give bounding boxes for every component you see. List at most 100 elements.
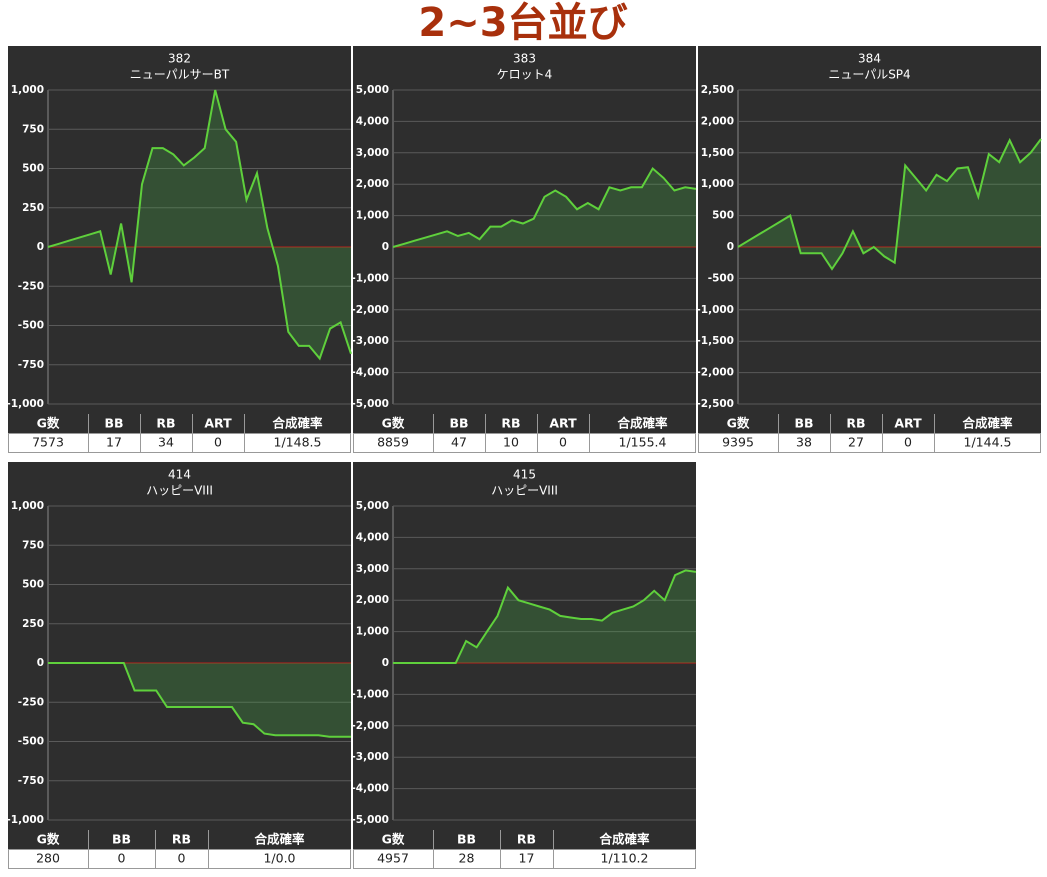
table-row-bg (353, 433, 696, 453)
table-row-bg (8, 849, 351, 869)
area-fill (48, 90, 351, 359)
y-tick-label: 1,000 (356, 626, 389, 638)
table-header: BB (457, 832, 476, 847)
y-tick-label: 0 (727, 241, 734, 253)
table-cell: 47 (451, 435, 467, 450)
table-header-bg (8, 830, 351, 849)
table-header: RB (846, 416, 865, 431)
y-tick-label: 0 (37, 241, 44, 253)
table-header: 合成確率 (617, 416, 668, 431)
panel-background (8, 46, 351, 414)
y-tick-label: 4,000 (356, 531, 389, 543)
table-row-bg (353, 849, 696, 869)
table-header: RB (517, 832, 536, 847)
y-tick-label: 2,000 (356, 178, 389, 190)
y-tick-label: -250 (18, 696, 44, 708)
panel-background (353, 46, 696, 414)
y-tick-label: 2,000 (356, 594, 389, 606)
chart-subtitle: ハッピーVIII (491, 484, 558, 498)
chart-title: 383 (513, 52, 536, 66)
table-header: G数 (37, 416, 60, 431)
chart-title: 415 (513, 468, 536, 482)
table-header-bg (8, 414, 351, 433)
y-tick-label: -2,000 (696, 367, 734, 379)
table-cell: 8859 (377, 435, 409, 450)
page-title: 2~3台並び (418, 0, 627, 46)
panel-background (8, 462, 351, 830)
table-cell: 4957 (377, 851, 409, 866)
table-cell: 0 (904, 435, 912, 450)
table-header: BB (449, 416, 468, 431)
y-tick-label: -2,000 (351, 720, 389, 732)
y-tick-label: 3,000 (356, 147, 389, 159)
area-fill (393, 168, 696, 247)
table-header: BB (104, 416, 123, 431)
table-header: BB (794, 416, 813, 431)
table-header: ART (549, 416, 577, 431)
table-header: G数 (37, 832, 60, 847)
table-cell: 0 (178, 851, 186, 866)
table-row-bg (8, 433, 351, 453)
line (393, 569, 697, 664)
table-cell: 28 (459, 851, 475, 866)
y-tick-label: 750 (22, 123, 44, 135)
table-header: RB (156, 416, 175, 431)
y-tick-label: 1,000 (11, 84, 44, 96)
y-tick-label: 250 (22, 202, 44, 214)
y-tick-label: -750 (18, 359, 44, 371)
y-tick-label: 0 (37, 657, 44, 669)
table-cell: 9395 (722, 435, 754, 450)
y-tick-label: 5,000 (356, 84, 389, 96)
table-cell: 38 (796, 435, 812, 450)
table-header: BB (112, 832, 131, 847)
table-cell: 1/155.4 (619, 435, 667, 450)
y-tick-label: -1,000 (6, 398, 44, 410)
table-header: G数 (727, 416, 750, 431)
y-tick-label: -4,000 (351, 367, 389, 379)
y-tick-label: -2,000 (351, 304, 389, 316)
table-cell: 17 (519, 851, 535, 866)
y-tick-label: 0 (382, 657, 389, 669)
table-header: RB (172, 832, 191, 847)
y-tick-label: -1,000 (351, 688, 389, 700)
table-header: 合成確率 (962, 416, 1013, 431)
line (47, 89, 352, 361)
y-tick-label: -750 (18, 775, 44, 787)
y-tick-label: -5,000 (351, 814, 389, 826)
chart-title: 382 (168, 52, 191, 66)
y-tick-label: -3,000 (351, 335, 389, 347)
y-tick-label: -3,000 (351, 751, 389, 763)
y-tick-label: 1,000 (11, 500, 44, 512)
y-tick-label: 1,000 (701, 178, 734, 190)
y-tick-label: -1,000 (696, 304, 734, 316)
table-header: G数 (382, 416, 405, 431)
y-tick-label: -4,000 (351, 783, 389, 795)
chart-subtitle: ケロット4 (497, 68, 553, 82)
table-cell: 0 (214, 435, 222, 450)
area-fill (48, 663, 351, 737)
table-cell: 34 (158, 435, 174, 450)
y-tick-label: -2,500 (696, 398, 734, 410)
y-tick-label: 1,500 (701, 147, 734, 159)
table-cell: 0 (118, 851, 126, 866)
y-tick-label: -250 (18, 280, 44, 292)
table-header: 合成確率 (599, 832, 650, 847)
y-tick-label: -500 (18, 736, 44, 748)
y-tick-label: 2,000 (701, 115, 734, 127)
table-cell: 1/148.5 (274, 435, 322, 450)
y-tick-label: 500 (22, 579, 44, 591)
y-tick-label: -1,000 (351, 272, 389, 284)
line (392, 166, 697, 248)
table-header-bg (353, 414, 696, 433)
y-tick-label: -500 (18, 320, 44, 332)
table-cell: 1/144.5 (964, 435, 1012, 450)
table-header: 合成確率 (254, 832, 305, 847)
table-cell: 0 (559, 435, 567, 450)
table-cell: 27 (848, 435, 864, 450)
y-tick-label: -1,000 (6, 814, 44, 826)
line (737, 137, 1042, 271)
table-header-bg (353, 830, 696, 849)
y-tick-label: 2,500 (701, 84, 734, 96)
chart-title: 384 (858, 52, 881, 66)
